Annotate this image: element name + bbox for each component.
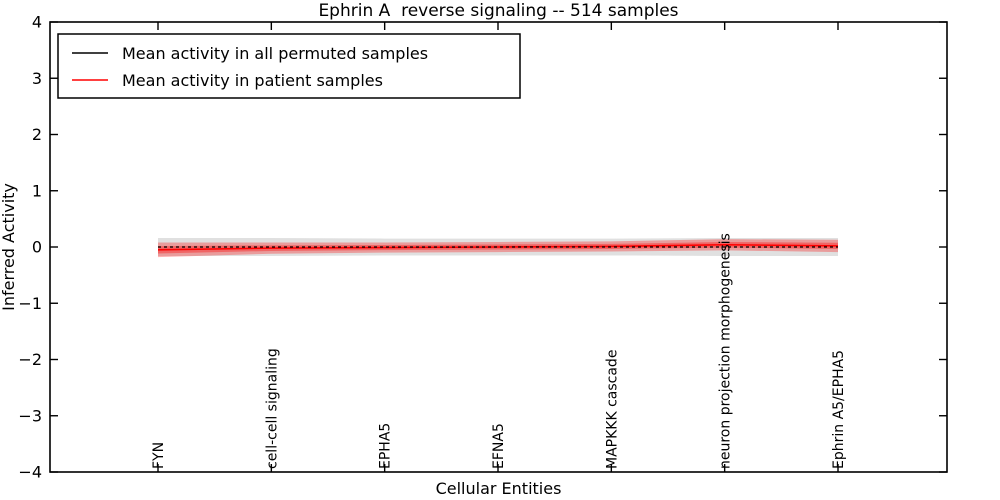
chart-title: Ephrin A reverse signaling -- 514 sample… [318, 1, 678, 21]
x-axis: FYN cell-cell signaling EPHA5 EFNA5 MAPKKK c… [151, 22, 847, 472]
x-tick-label: MAPKKK cascade [604, 350, 620, 469]
y-tick-label: −3 [18, 406, 42, 425]
x-tick-label: FYN [151, 442, 167, 469]
x-tick-label: neuron projection morphogenesis [718, 233, 734, 469]
y-tick-label: 3 [32, 69, 42, 88]
x-tick-label: cell-cell signaling [264, 348, 280, 469]
y-tick-label: −2 [18, 350, 42, 369]
y-tick-label: −4 [18, 463, 42, 482]
legend-entry-label: Mean activity in patient samples [122, 71, 383, 90]
y-tick-label: 0 [32, 238, 42, 257]
x-axis-label: Cellular Entities [436, 479, 562, 498]
x-tick-label: Ephrin A5/EPHA5 [831, 350, 847, 469]
legend-entry-label: Mean activity in all permuted samples [122, 44, 428, 63]
y-tick-label: −1 [18, 294, 42, 313]
legend-box [57, 33, 521, 99]
y-tick-label: 2 [32, 125, 42, 144]
x-tick-label: EPHA5 [378, 423, 394, 469]
y-axis-label: Inferred Activity [0, 183, 18, 311]
legend: Mean activity in all permuted samples Mea… [57, 33, 521, 99]
x-tick-label: EFNA5 [491, 423, 507, 469]
y-axis: −4 −3 −2 −1 0 1 2 3 4 [18, 13, 947, 482]
patient-mean-line [157, 243, 839, 251]
y-tick-label: 4 [32, 13, 42, 32]
y-tick-label: 1 [32, 181, 42, 200]
